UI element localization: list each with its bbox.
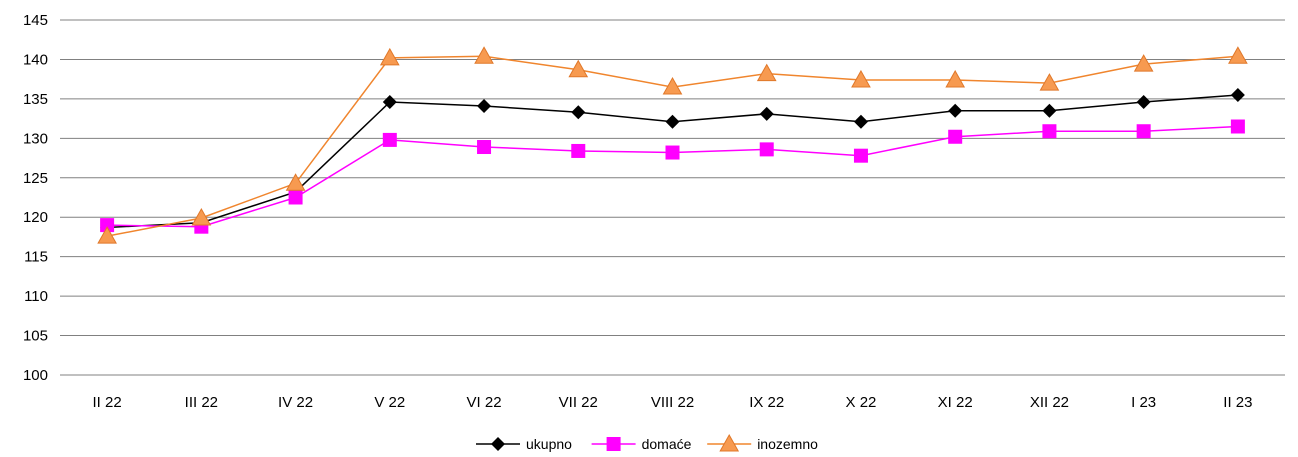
data-point bbox=[665, 114, 680, 129]
legend-label: ukupno bbox=[526, 436, 572, 452]
y-tick-label: 100 bbox=[23, 367, 48, 384]
data-point bbox=[1136, 95, 1151, 110]
legend-marker bbox=[606, 437, 621, 451]
legend-item: ukupno bbox=[476, 436, 572, 452]
x-tick-label: X 22 bbox=[846, 394, 877, 411]
data-point bbox=[288, 190, 303, 205]
y-tick-label: 110 bbox=[24, 288, 48, 305]
data-point bbox=[851, 69, 871, 88]
x-tick-label: II 23 bbox=[1223, 394, 1252, 411]
y-tick-label: 105 bbox=[23, 328, 48, 345]
data-point bbox=[945, 69, 966, 88]
data-point bbox=[191, 207, 212, 226]
data-point bbox=[1042, 124, 1057, 139]
data-point bbox=[571, 143, 586, 158]
legend-marker bbox=[719, 433, 740, 452]
data-point bbox=[1042, 103, 1057, 118]
data-point bbox=[100, 218, 115, 233]
data-point bbox=[568, 59, 589, 78]
x-tick-label: VII 22 bbox=[559, 394, 598, 411]
y-tick-label: 120 bbox=[23, 209, 48, 226]
data-point bbox=[477, 98, 492, 113]
data-point bbox=[1230, 87, 1245, 102]
data-point bbox=[1136, 124, 1151, 139]
data-point bbox=[571, 105, 586, 120]
data-point bbox=[853, 114, 868, 129]
series-group bbox=[97, 46, 1248, 244]
y-tick-label: 130 bbox=[23, 130, 48, 147]
y-tick-label: 115 bbox=[24, 249, 48, 266]
x-tick-label: XI 22 bbox=[938, 394, 973, 411]
series-3 bbox=[97, 46, 1248, 244]
x-axis: II 22 III 22 IV 22 V 22 VI 22 VII 22 VIII 22 IX… bbox=[93, 394, 1253, 411]
legend: ukupno domaće inozemno bbox=[476, 433, 818, 452]
data-point bbox=[853, 148, 868, 163]
data-point bbox=[1230, 119, 1245, 134]
data-point bbox=[759, 106, 774, 121]
series-1 bbox=[100, 87, 1245, 235]
x-tick-label: VI 22 bbox=[467, 394, 502, 411]
x-tick-label: XII 22 bbox=[1030, 394, 1069, 411]
x-tick-label: V 22 bbox=[374, 394, 405, 411]
data-point bbox=[759, 142, 774, 157]
x-tick-label: I 23 bbox=[1131, 394, 1156, 411]
legend-item: domaće bbox=[591, 436, 692, 452]
series-line bbox=[107, 125, 1238, 228]
legend-label: domaće bbox=[642, 436, 692, 452]
data-point bbox=[379, 47, 400, 66]
y-tick-label: 145 bbox=[23, 12, 48, 29]
data-point bbox=[756, 63, 777, 82]
data-point bbox=[1133, 54, 1154, 72]
data-point bbox=[1228, 46, 1248, 64]
legend-label: inozemno bbox=[757, 436, 818, 452]
x-tick-label: III 22 bbox=[185, 394, 218, 411]
data-point bbox=[97, 226, 117, 244]
y-tick-label: 135 bbox=[23, 91, 48, 108]
data-point bbox=[382, 132, 397, 147]
x-tick-label: VIII 22 bbox=[651, 394, 694, 411]
data-point bbox=[382, 95, 397, 110]
x-tick-label: IX 22 bbox=[749, 394, 784, 411]
x-tick-label: IV 22 bbox=[278, 394, 313, 411]
y-axis: 100 105 110 115 120 125 130 135 140 145 bbox=[23, 12, 48, 384]
gridlines bbox=[60, 19, 1285, 376]
data-point bbox=[662, 77, 683, 95]
data-point bbox=[285, 173, 306, 191]
data-point bbox=[948, 103, 963, 118]
legend-item: inozemno bbox=[707, 433, 818, 452]
y-tick-label: 125 bbox=[23, 170, 48, 187]
data-point bbox=[948, 129, 963, 144]
data-point bbox=[474, 46, 494, 64]
x-tick-label: II 22 bbox=[93, 394, 122, 411]
data-point bbox=[665, 145, 680, 160]
data-point bbox=[1039, 73, 1060, 91]
series-2 bbox=[100, 119, 1245, 234]
data-point bbox=[477, 140, 492, 155]
y-tick-label: 140 bbox=[23, 51, 48, 68]
legend-marker bbox=[491, 437, 505, 451]
